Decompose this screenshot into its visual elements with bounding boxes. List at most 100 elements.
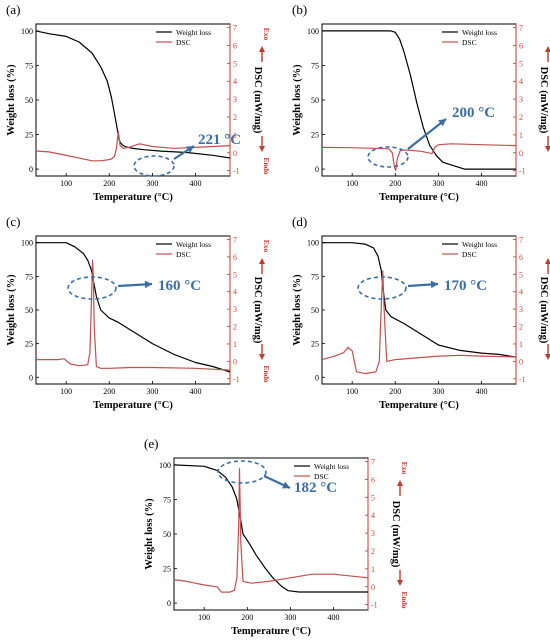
- y-right-axis-title: DSC (mW/mg): [538, 277, 549, 344]
- endo-label: Endo: [548, 157, 550, 174]
- y-left-tick-label: 50: [25, 306, 33, 315]
- annotation-peak-label: 182 °C: [294, 480, 337, 496]
- panel-label: (b): [292, 2, 307, 17]
- y-right-tick-label: -1: [371, 601, 378, 610]
- y-right-tick-label: -1: [233, 167, 240, 176]
- y-right-tick-label: -1: [233, 375, 240, 384]
- plot-frame: [35, 235, 231, 385]
- y-left-tick-label: 25: [25, 340, 33, 349]
- y-right-tick-label: 1: [233, 340, 237, 349]
- plot-frame: [35, 23, 231, 177]
- y-left-axis-title: Weight loss (%): [6, 274, 17, 346]
- endo-label: Endo: [400, 591, 409, 608]
- panel-label: (a): [6, 2, 20, 17]
- x-tick-label: 400: [328, 613, 340, 622]
- annotation-arrowhead-icon: [282, 481, 290, 489]
- legend-label-weight: Weight loss: [462, 240, 497, 249]
- y-right-tick-label: 1: [371, 565, 375, 574]
- y-left-tick-label: 100: [21, 239, 33, 248]
- y-left-tick-label: 25: [311, 340, 319, 349]
- panel-label: (c): [6, 214, 20, 229]
- y-right-tick-label: 1: [519, 340, 523, 349]
- y-right-tick-label: 6: [519, 41, 523, 50]
- y-right-axis-title: DSC (mW/mg): [390, 501, 401, 568]
- endo-label: Endo: [262, 365, 271, 382]
- y-right-tick-label: 5: [371, 493, 375, 502]
- series-line-weight-loss: [322, 30, 516, 170]
- y-right-tick-label: 6: [371, 475, 375, 484]
- legend-label-weight: Weight loss: [176, 240, 211, 249]
- y-right-tick-label: 0: [233, 149, 237, 158]
- endo-arrowhead-icon: [259, 354, 265, 360]
- x-axis-title: Temperature (°C): [379, 400, 459, 411]
- x-tick-label: 200: [389, 387, 401, 396]
- y-right-tick-label: 5: [233, 59, 237, 68]
- y-right-tick-label: 0: [519, 357, 523, 366]
- chart-panel-3: (c) 100 200 300 400 0 25 50 75 100 -1 0 1 2 3 4 5 6 7 Tempe…: [6, 214, 271, 411]
- legend-label-weight: Weight loss: [462, 28, 497, 37]
- x-tick-label: 400: [190, 179, 202, 188]
- y-left-tick-label: 25: [25, 131, 33, 140]
- x-tick-label: 300: [432, 179, 444, 188]
- x-tick-label: 400: [476, 387, 488, 396]
- x-axis-title: Temperature (°C): [231, 626, 311, 637]
- y-right-axis-title: DSC (mW/mg): [538, 67, 549, 134]
- y-right-tick-label: 4: [233, 77, 237, 86]
- legend-label-dsc: DSC: [314, 472, 329, 481]
- y-right-tick-label: 0: [519, 149, 523, 158]
- y-left-tick-label: 0: [29, 373, 33, 382]
- y-right-tick-label: 2: [519, 323, 523, 332]
- y-right-tick-label: 4: [233, 288, 237, 297]
- y-right-tick-label: 0: [371, 583, 375, 592]
- annotation-ellipse: [217, 460, 267, 484]
- x-tick-label: 100: [346, 387, 358, 396]
- series-line-dsc: [174, 468, 368, 593]
- y-left-tick-label: 100: [159, 461, 171, 470]
- y-right-tick-label: 5: [233, 270, 237, 279]
- y-right-tick-label: -1: [519, 375, 526, 384]
- x-tick-label: 300: [146, 179, 158, 188]
- y-left-tick-label: 50: [25, 96, 33, 105]
- exo-label: Exo: [548, 28, 550, 41]
- series-line-weight-loss: [322, 242, 516, 358]
- exo-label: Exo: [262, 240, 271, 253]
- y-left-tick-label: 100: [21, 27, 33, 36]
- annotation-ellipse: [367, 146, 409, 168]
- series-line-dsc: [36, 130, 230, 162]
- endo-label: Endo: [548, 365, 550, 382]
- annotation-peak-label: 170 °C: [444, 278, 487, 294]
- legend-label-dsc: DSC: [176, 250, 191, 259]
- legend-label-weight: Weight loss: [176, 28, 211, 37]
- annotation-arrow-icon: [407, 118, 447, 150]
- exo-arrowhead-icon: [259, 258, 265, 264]
- x-tick-label: 100: [60, 387, 72, 396]
- chart-panel-4: (d) 100 200 300 400 0 25 50 75 100 -1 0 1 2 3 4 5 6 7 Tempe…: [292, 214, 550, 411]
- y-right-axis-title: DSC (mW/mg): [252, 67, 263, 134]
- y-right-tick-label: -1: [519, 167, 526, 176]
- y-left-tick-label: 100: [307, 239, 319, 248]
- endo-arrowhead-icon: [397, 580, 403, 586]
- y-right-tick-label: 3: [233, 95, 237, 104]
- y-left-tick-label: 50: [311, 96, 319, 105]
- y-right-tick-label: 2: [233, 323, 237, 332]
- annotation-arrowhead-icon: [186, 146, 194, 153]
- series-line-weight-loss: [36, 242, 230, 373]
- y-right-tick-label: 1: [519, 131, 523, 140]
- y-right-tick-label: 5: [519, 270, 523, 279]
- y-right-tick-label: 2: [233, 113, 237, 122]
- y-left-tick-label: 25: [311, 131, 319, 140]
- legend-label-weight: Weight loss: [314, 462, 349, 471]
- exo-label: Exo: [548, 240, 550, 253]
- y-left-tick-label: 25: [163, 565, 171, 574]
- x-tick-label: 200: [103, 179, 115, 188]
- y-left-axis-title: Weight loss (%): [6, 64, 17, 136]
- annotation-arrowhead-icon: [438, 119, 446, 127]
- plot-frame: [321, 23, 517, 177]
- y-right-tick-label: 2: [371, 547, 375, 556]
- exo-arrowhead-icon: [545, 258, 550, 264]
- x-axis-title: Temperature (°C): [93, 192, 173, 203]
- x-tick-label: 400: [190, 387, 202, 396]
- chart-panel-2: (b) 100 200 300 400 0 25 50 75 100 -1 0 1 2 3 4 5 6 7 Tempe…: [292, 2, 550, 203]
- x-tick-label: 300: [146, 387, 158, 396]
- y-right-tick-label: 3: [519, 305, 523, 314]
